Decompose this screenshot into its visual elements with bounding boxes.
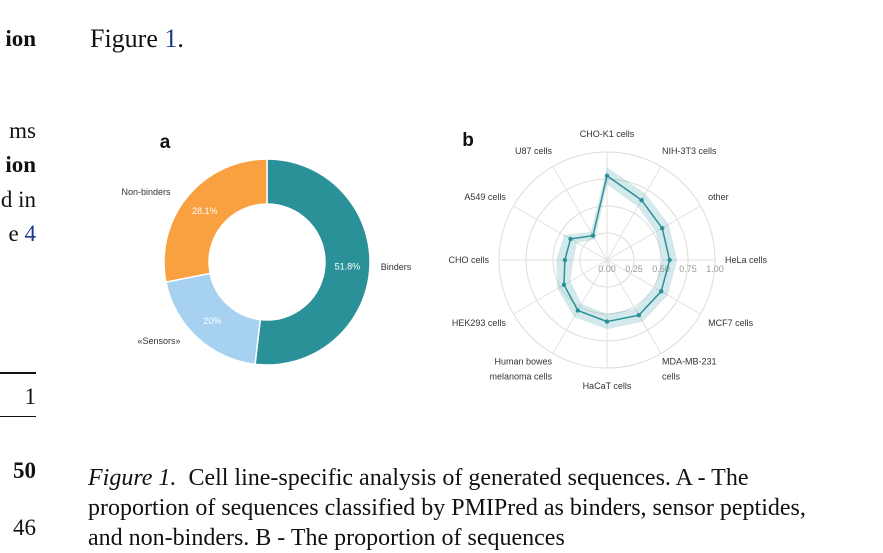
panel-label-a: a [160,132,171,153]
slice-percent-label: 28.1% [192,206,218,216]
radar-axis-label: A549 cells [464,192,506,202]
left-text-line: ms [9,118,36,143]
radar-axis-label: MCF7 cells [708,318,754,328]
caption-text: Cell line-specific analysis of generated… [88,465,806,551]
radar-spoke [606,205,701,261]
table-reference-link[interactable]: 4 [24,221,37,246]
radar-data-point [667,257,672,263]
left-text-line: ion [5,26,36,51]
radar-axis-label: HEK293 cells [452,318,507,328]
left-text-line: e 4 [8,221,37,246]
slice-name-label: «Sensors» [137,336,180,346]
radar-data-point [575,308,581,313]
radar-data-point [568,236,573,242]
table-top-rule [0,372,36,374]
caption-label: Figure 1. [88,465,177,491]
radar-axis-label: U87 cells [515,146,553,156]
radar-data-point [590,233,596,238]
radar-axis-label: CHO cells [448,255,489,265]
radar-data-point [604,319,610,324]
radar-data-point [604,173,610,178]
figure-link[interactable]: 1 [164,24,178,53]
radar-axis-label: HeLa cells [725,255,768,265]
donut-slice [163,158,268,283]
radar-axis-label: NIH-3T3 cells [662,146,717,156]
radar-data-point [636,312,642,318]
radar-data-point [659,225,665,231]
radar-tick-label: 0.75 [679,264,697,274]
radar-data-point [659,289,664,294]
table-cell: 50 [13,458,36,483]
radar-axis-label: Human bowes [494,357,552,367]
radar-spoke [606,259,662,354]
table-cell: 1 [24,384,37,409]
figure-reference: Figure 1. [90,24,184,53]
slice-name-label: Binders [381,262,412,272]
donut-slice [254,158,371,366]
radar-tick-label: 0.50 [652,264,670,274]
donut-chart-panel: a 51.8% Binders 20% «Sensors» 28.1% Non-binder… [121,132,412,366]
radar-chart-panel: b 0.00 0.25 0.50 0.75 1.00 CHO-K1 cells NIH-3T3… [448,129,767,391]
radar-axis-label: MDA-MB-231 [662,357,717,367]
figure-1: a 51.8% Binders 20% «Sensors» 28.1% Non-binder… [121,129,767,391]
radar-axis-label: cells [662,372,681,382]
radar-axis-label: CHO-K1 cells [580,129,635,139]
radar-tick-label: 0.00 [598,264,616,274]
radar-axis-label: HaCaT cells [583,381,632,391]
table-mid-rule [0,416,36,417]
panel-label-b: b [462,130,474,151]
left-text-line: d in [0,187,36,212]
radar-spoke [606,166,662,261]
radar-axis-label: melanoma cells [489,372,552,382]
radar-spoke [513,205,608,261]
slice-percent-label: 51.8% [335,262,361,272]
radar-spoke [552,166,608,261]
radar-data-point [639,197,644,203]
radar-spoke [552,259,608,354]
radar-tick-label: 0.25 [625,264,643,274]
radar-spoke [513,259,608,315]
slice-percent-label: 20% [203,316,221,326]
radar-data-point [561,282,567,288]
radar-data-point [562,257,568,263]
radar-axis-label: other [708,192,729,202]
figure-caption: Figure 1. Cell line-specific analysis of… [88,463,808,553]
radar-series-line [563,174,671,323]
radar-tick-label: 1.00 [706,264,724,274]
left-text-line: ion [5,152,36,177]
slice-name-label: Non-binders [121,187,171,197]
radar-spoke [606,259,701,315]
